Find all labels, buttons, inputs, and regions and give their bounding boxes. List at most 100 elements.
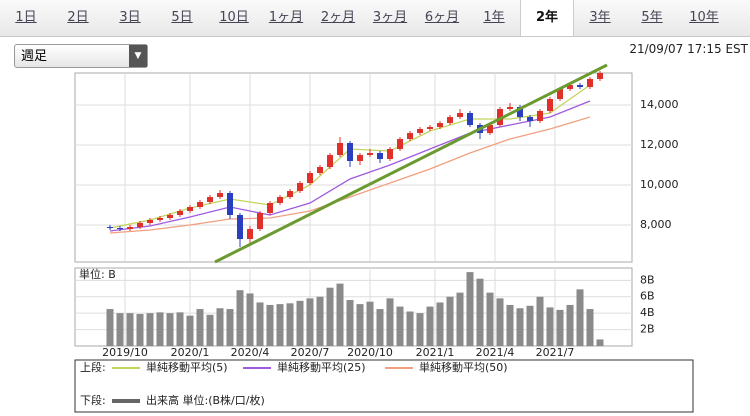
volume-bar [336,283,344,346]
moving-average-line [109,116,591,234]
volume-bar [426,306,434,346]
legend-entry: 出来高 単位:(B株/口/枚) [146,393,265,407]
tab[interactable]: 1年 [483,10,505,25]
y-tick-label: 10,000 [640,178,679,191]
x-tick-label: 2020/4 [231,346,270,359]
candle-body [197,202,203,207]
candle-body [417,129,423,133]
volume-bar [266,304,274,346]
volume-bar [226,309,234,346]
candle-body [217,193,223,197]
dropdown[interactable]: 週足 ▼ [14,44,148,68]
y-tick-label: 12,000 [640,138,679,151]
volume-bar [536,296,544,346]
y-tick-label: 8,000 [640,218,672,231]
candle-body [487,125,493,133]
candle-body [137,223,143,227]
volume-bar [346,300,354,346]
candle-body [187,207,193,211]
tab[interactable]: 1日 [15,10,37,25]
volume-unit: 単位: B [79,267,116,281]
candle-body [227,193,233,215]
volume-bar [546,307,554,346]
candle-body [307,173,313,183]
volume-bar [276,304,284,346]
tab[interactable]: 3年 [589,10,611,25]
x-tick-label: 2020/10 [347,346,393,359]
tab[interactable]: 5年 [641,10,663,25]
candle-body [297,183,303,191]
tab[interactable]: 1ヶ月 [268,10,304,25]
candle-body [257,213,263,229]
tab[interactable]: 10年 [689,10,719,25]
tab[interactable]: 2ヶ月 [320,10,356,25]
trendline [214,63,608,264]
candle-body [517,107,523,117]
candle-body [497,109,503,125]
volume-bar [246,293,254,346]
volume-bar [496,298,504,346]
candle-body [507,107,513,109]
volume-bar [136,313,144,346]
volume-bar [456,292,464,346]
volume-bar [296,300,304,346]
volume-bar [446,296,454,346]
candle-body [367,153,373,155]
tab[interactable]: 2年 [520,0,574,36]
candle-body [567,85,573,89]
volume-bar [196,309,204,346]
tab[interactable]: 6ヶ月 [424,10,460,25]
candle-body [407,133,413,139]
candle-body [587,79,593,87]
volume-bar [586,309,594,346]
volume-bar [176,312,184,346]
tab[interactable]: 10日 [219,10,249,25]
volume-bar [106,309,114,346]
volume-bar [216,308,224,346]
tab-bar: 1日 2日 3日 5日 10日 1ヶ月 2ヶ月 3ヶ月 6ヶ月 1年 2年 3年 5年 10年 [0,0,750,37]
y-tick-label: 14,000 [640,98,679,111]
tab[interactable]: 5日 [171,10,193,25]
volume-bar [556,309,564,346]
candle-body [147,220,153,223]
volume-bar [356,304,364,346]
candle-body [347,143,353,161]
x-tick-label: 2021/1 [416,346,455,359]
dropdown-label: 週足 [21,49,48,64]
candle-body [327,155,333,167]
candle-body [527,117,533,121]
candle-body [387,149,393,159]
dropdown-arrow: ▼ [129,45,147,67]
tab[interactable]: 3日 [119,10,141,25]
candle-body [107,227,113,228]
legend-box [74,359,694,413]
volume-bar [146,313,154,346]
candle-body [317,167,323,173]
candle-body [337,143,343,155]
volume-bar [396,306,404,346]
volume-bar [286,303,294,346]
candle-body [457,113,463,117]
volume-bar [576,289,584,346]
candle-body [207,197,213,202]
candle-body [157,218,163,220]
x-tick-label: 2021/7 [536,346,575,359]
legend-entry: 単純移動平均(25) [277,360,366,374]
candle-body [177,211,183,215]
volume-bar [236,290,244,346]
volume-bar [506,304,514,346]
tab[interactable]: 2日 [67,10,89,25]
y-tick-label: 6B [640,290,655,303]
candle-body [577,85,583,87]
candle-body [377,153,383,159]
candle-body [397,139,403,149]
tab[interactable]: 3ヶ月 [372,10,408,25]
volume-bar [156,312,164,346]
volume-bar [206,314,214,346]
volume-bar [376,309,384,346]
candle-body [427,127,433,129]
volume-bar [186,315,194,346]
y-tick-label: 8B [640,273,655,286]
candle-body [447,117,453,123]
candle-body [267,203,273,213]
